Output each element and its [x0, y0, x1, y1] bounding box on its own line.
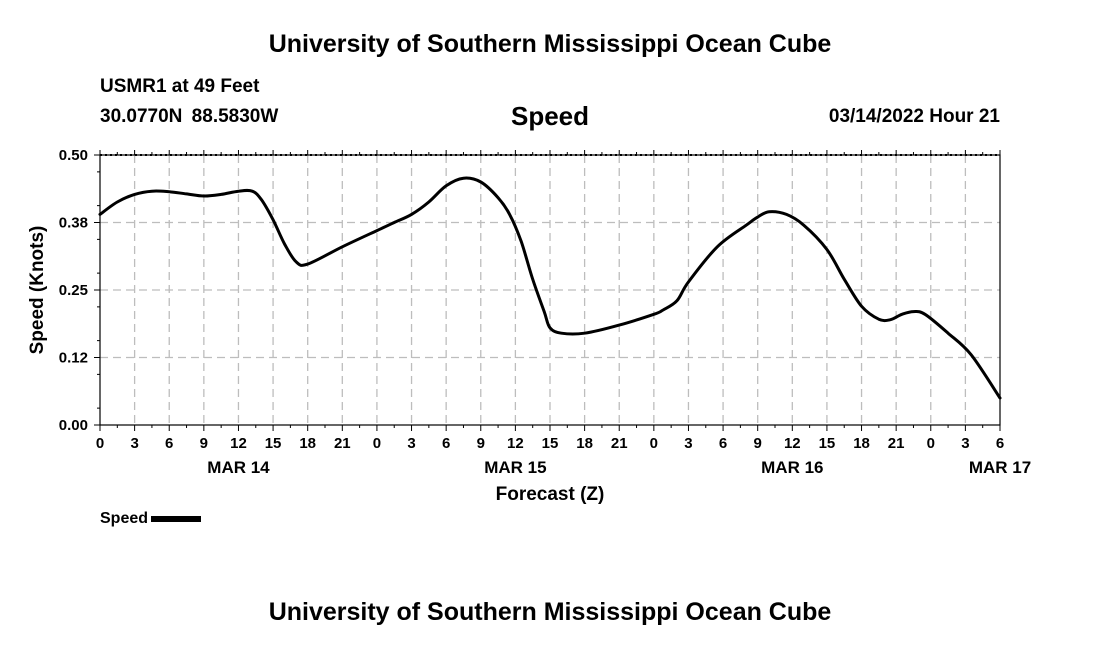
x-tick-label: 12 — [784, 435, 801, 452]
x-tick-label: 6 — [165, 435, 173, 452]
y-tick-label: 0.25 — [59, 282, 88, 299]
x-tick-label: 9 — [200, 435, 208, 452]
x-tick-label: 15 — [542, 435, 559, 452]
legend-line-swatch — [151, 515, 202, 522]
x-tick-label: 18 — [853, 435, 870, 452]
x-tick-label: 9 — [754, 435, 762, 452]
x-tick-label: 18 — [576, 435, 593, 452]
x-tick-label: 3 — [961, 435, 969, 452]
x-tick-label: 21 — [611, 435, 628, 452]
station-label: USMR1 at 49 Feet — [100, 76, 260, 97]
x-tick-label: 0 — [96, 435, 104, 452]
axis-ticks — [94, 150, 1001, 431]
x-tick-label: 3 — [684, 435, 692, 452]
y-tick-label: 0.00 — [59, 417, 88, 434]
speed-series-line — [98, 176, 1002, 400]
x-tick-label: 12 — [507, 435, 524, 452]
x-tick-label: 9 — [477, 435, 485, 452]
x-tick-label: 6 — [996, 435, 1004, 452]
x-tick-label: 0 — [650, 435, 658, 452]
y-tick-label: 0.12 — [59, 350, 88, 367]
axis-labels: 0 3 6 9 12 15 18 21 0 3 6 9 12 15 18 21 0 3 6 9 12 15 18 21 0 3 6 M… — [59, 147, 1031, 477]
legend-label: Speed — [100, 510, 149, 527]
x-axis-title: Forecast (Z) — [496, 484, 605, 505]
x-date-label: MAR 14 — [207, 458, 270, 477]
station-coordinates: 30.0770N 88.5830W — [100, 106, 279, 127]
x-tick-label: 0 — [373, 435, 381, 452]
x-tick-label: 21 — [888, 435, 905, 452]
page-title: University of Southern Mississippi Ocean… — [268, 30, 832, 58]
x-date-label: MAR 16 — [761, 458, 823, 477]
x-tick-label: 15 — [819, 435, 836, 452]
y-tick-label: 0.50 — [59, 147, 88, 164]
forecast-datetime: 03/14/2022 Hour 21 — [828, 106, 1000, 127]
chart-title: Speed — [510, 101, 590, 131]
x-tick-label: 0 — [927, 435, 935, 452]
x-tick-label: 18 — [299, 435, 316, 452]
x-tick-label: 21 — [334, 435, 351, 452]
y-axis-title: Speed (Knots) — [27, 226, 48, 355]
legend: Speed — [100, 510, 202, 528]
x-date-label: MAR 15 — [484, 458, 546, 477]
x-tick-label: 3 — [407, 435, 415, 452]
footer-title: University of Southern Mississippi Ocean… — [268, 598, 832, 626]
x-date-label: MAR 17 — [969, 458, 1031, 477]
x-tick-label: 3 — [130, 435, 138, 452]
x-tick-label: 6 — [442, 435, 450, 452]
grid — [100, 154, 1000, 425]
x-tick-label: 12 — [230, 435, 247, 452]
x-tick-label: 6 — [719, 435, 727, 452]
y-tick-label: 0.38 — [59, 215, 88, 232]
x-tick-label: 15 — [265, 435, 282, 452]
